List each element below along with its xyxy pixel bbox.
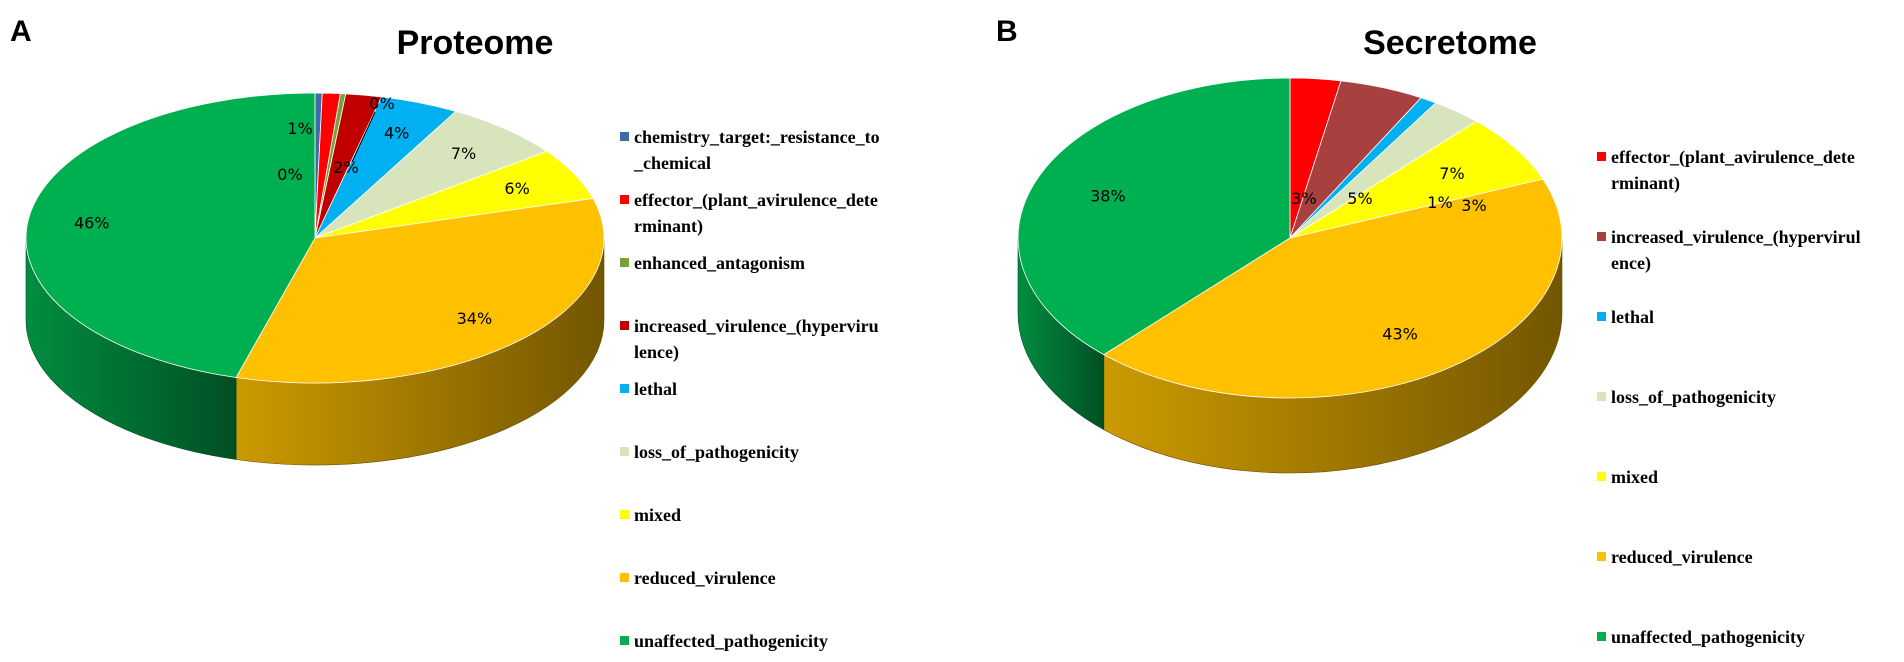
legend-label: increased_virulence_(hyperviru <box>634 316 879 337</box>
pie-slice <box>235 197 605 384</box>
data-label: 38% <box>1090 187 1126 206</box>
data-label: 0% <box>277 165 302 184</box>
legend-item: effector_(plant_avirulence_dete rminant) <box>620 190 878 237</box>
legend-item: reduced_virulence <box>620 568 776 588</box>
chart-title: Proteome <box>397 24 554 62</box>
legend-label: loss_of_pathogenicity <box>634 442 799 462</box>
data-label: 0% <box>369 94 394 113</box>
legend: chemistry_target:_resistance_to _chemical… <box>620 127 880 651</box>
legend-label: rminant) <box>634 216 703 237</box>
legend-item: increased_virulence_(hyperviru lence) <box>620 316 879 363</box>
data-label: 3% <box>1461 196 1486 215</box>
legend-swatch <box>620 510 629 519</box>
data-label: 1% <box>1427 193 1452 212</box>
panel-letter: B <box>996 15 1018 48</box>
legend-label: unaffected_pathogenicity <box>634 631 828 651</box>
legend-label: lethal <box>1611 307 1654 327</box>
pie-slice <box>25 92 316 378</box>
legend-item: enhanced_antagonism <box>620 253 805 273</box>
data-label: 34% <box>457 309 493 328</box>
legend-label: unaffected_pathogenicity <box>1611 627 1805 647</box>
legend-item: increased_virulence_(hypervirul ence) <box>1597 227 1861 274</box>
legend-label: mixed <box>634 505 681 525</box>
legend-swatch <box>1597 392 1606 401</box>
legend-swatch <box>620 447 629 456</box>
data-label: 2% <box>333 158 358 177</box>
pie-chart-secretome: B Secretome 3% 5% 1% 3% 7% 43% 38% effector_(plan… <box>996 15 1861 647</box>
data-label: 4% <box>384 124 409 143</box>
legend-label: ence) <box>1611 253 1651 274</box>
legend-swatch <box>1597 552 1606 561</box>
leader-line <box>351 111 376 163</box>
legend-item: loss_of_pathogenicity <box>1597 387 1776 407</box>
chart-title: Secretome <box>1363 24 1537 62</box>
legend-swatch <box>620 258 629 267</box>
legend-item: mixed <box>620 505 681 525</box>
panel-letter: A <box>10 15 32 48</box>
pie-slice <box>1289 120 1544 239</box>
legend-item: chemistry_target:_resistance_to _chemical <box>620 127 880 173</box>
data-label: 1% <box>287 119 312 138</box>
pie-slice <box>1017 77 1291 356</box>
legend-label: lence) <box>634 342 679 363</box>
legend-swatch <box>620 195 629 204</box>
legend-swatch <box>1597 472 1606 481</box>
legend-swatch <box>1597 632 1606 641</box>
legend: effector_(plant_avirulence_dete rminant) i… <box>1597 147 1861 647</box>
pie-slice <box>1103 178 1563 399</box>
legend-label: effector_(plant_avirulence_dete <box>1611 147 1855 168</box>
legend-label: loss_of_pathogenicity <box>1611 387 1776 407</box>
legend-label: rminant) <box>1611 173 1680 194</box>
legend-item: unaffected_pathogenicity <box>620 631 828 651</box>
data-label: 7% <box>1439 164 1464 183</box>
legend-swatch <box>620 321 629 330</box>
legend-label: _chemical <box>633 153 711 173</box>
legend-swatch <box>1597 232 1606 241</box>
legend-label: reduced_virulence <box>1611 547 1753 567</box>
legend-label: enhanced_antagonism <box>634 253 805 273</box>
legend-swatch <box>620 384 629 393</box>
legend-item: mixed <box>1597 467 1658 487</box>
legend-swatch <box>1597 312 1606 321</box>
data-label: 43% <box>1382 324 1418 343</box>
legend-item: effector_(plant_avirulence_dete rminant) <box>1597 147 1855 194</box>
legend-item: lethal <box>1597 307 1654 327</box>
legend-swatch <box>1597 152 1606 161</box>
legend-item: unaffected_pathogenicity <box>1597 627 1805 647</box>
data-label: 3% <box>1291 189 1316 208</box>
legend-swatch <box>620 132 629 141</box>
legend-label: effector_(plant_avirulence_dete <box>634 190 878 211</box>
legend-label: increased_virulence_(hypervirul <box>1611 227 1861 248</box>
data-label: 6% <box>504 179 529 198</box>
legend-label: lethal <box>634 379 677 399</box>
legend-label: reduced_virulence <box>634 568 776 588</box>
legend-swatch <box>620 573 629 582</box>
pie-chart-proteome: A Proteome 0% 1% 0% 2% 4% 7% 6% 34% 46% chemistry_t… <box>10 15 880 651</box>
legend-item: lethal <box>620 379 677 399</box>
legend-label: mixed <box>1611 467 1658 487</box>
legend-item: reduced_virulence <box>1597 547 1753 567</box>
legend-label: chemistry_target:_resistance_to <box>634 127 880 147</box>
legend-item: loss_of_pathogenicity <box>620 442 799 462</box>
data-label: 7% <box>451 144 476 163</box>
pie-slice <box>314 110 548 239</box>
data-label: 5% <box>1347 189 1372 208</box>
legend-swatch <box>620 636 629 645</box>
data-label: 46% <box>74 213 110 232</box>
